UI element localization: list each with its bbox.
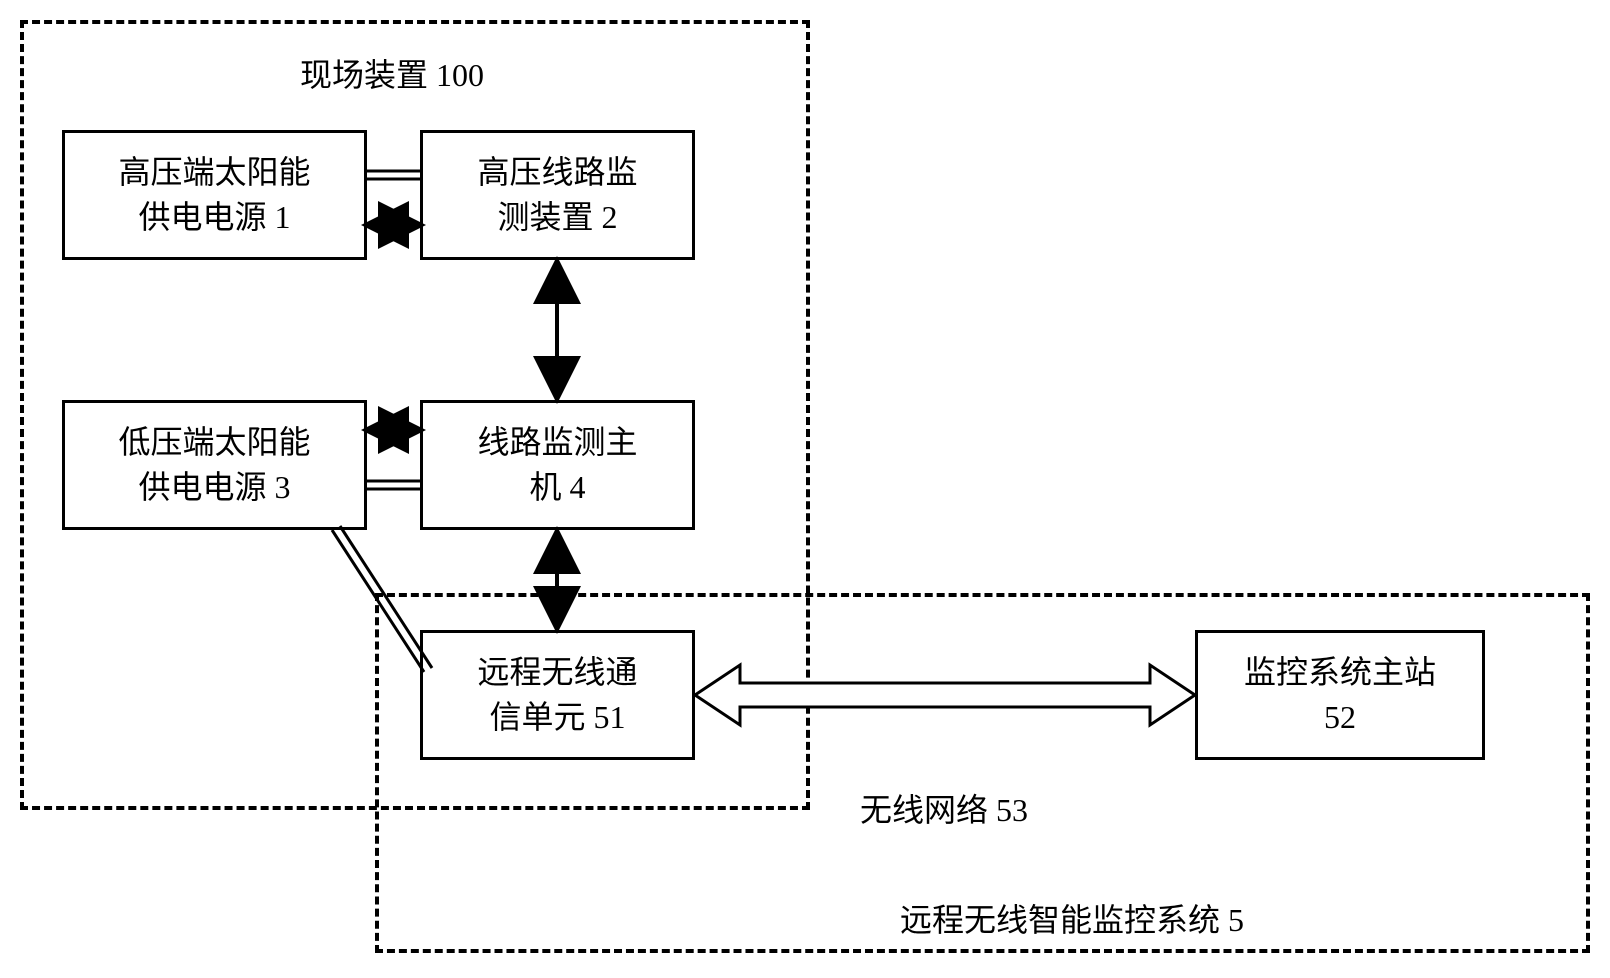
monitor-station-box: 监控系统主站52 xyxy=(1195,630,1485,760)
wireless-network-label: 无线网络 53 xyxy=(860,785,1028,831)
field-device-label: 现场装置 100 xyxy=(300,50,484,96)
remote-comm-box: 远程无线通信单元 51 xyxy=(420,630,695,760)
hv-solar-box: 高压端太阳能供电电源 1 xyxy=(62,130,367,260)
hv-monitor-box: 高压线路监测装置 2 xyxy=(420,130,695,260)
monitor-station-text: 监控系统主站52 xyxy=(1244,650,1436,740)
lv-solar-box: 低压端太阳能供电电源 3 xyxy=(62,400,367,530)
remote-system-label: 远程无线智能监控系统 5 xyxy=(900,895,1244,941)
lv-solar-text: 低压端太阳能供电电源 3 xyxy=(118,420,310,510)
line-host-text: 线路监测主机 4 xyxy=(477,420,637,510)
line-host-box: 线路监测主机 4 xyxy=(420,400,695,530)
hv-solar-text: 高压端太阳能供电电源 1 xyxy=(118,150,310,240)
remote-comm-text: 远程无线通信单元 51 xyxy=(477,650,637,740)
hv-monitor-text: 高压线路监测装置 2 xyxy=(477,150,637,240)
